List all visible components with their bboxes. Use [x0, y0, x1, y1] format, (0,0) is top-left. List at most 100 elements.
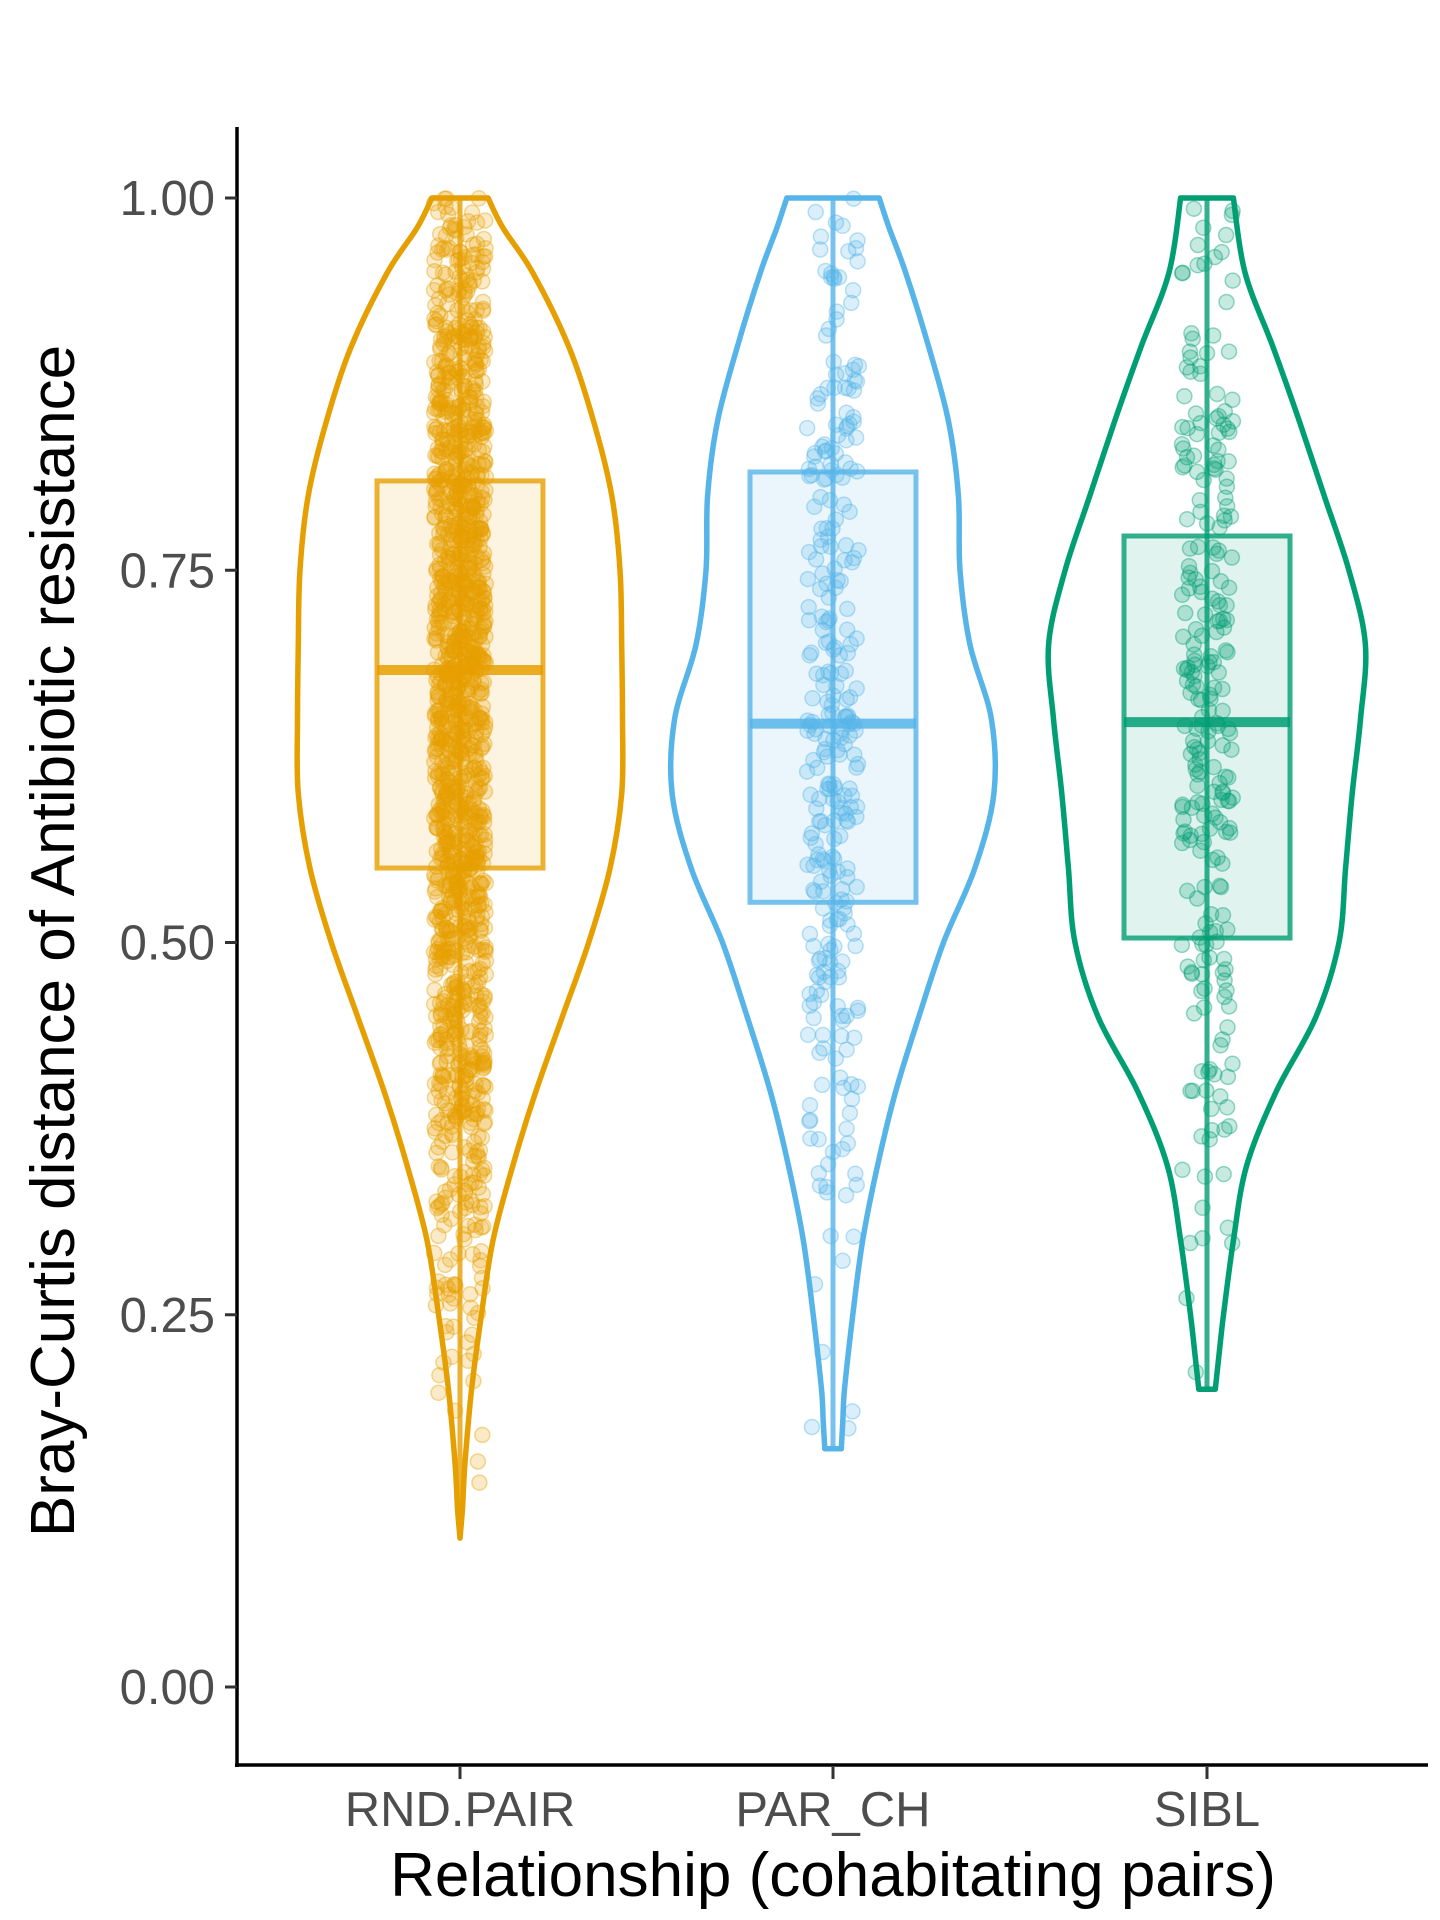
data-point: [468, 319, 485, 336]
y-tick-label: 0.25: [120, 1289, 215, 1343]
data-point: [432, 331, 450, 348]
data-point: [475, 334, 492, 352]
data-point: [468, 843, 485, 860]
data-point: [432, 592, 450, 609]
data-point: [431, 601, 448, 619]
data-point: [440, 592, 458, 609]
data-point: [440, 598, 458, 616]
data-point: [462, 327, 480, 345]
data-point: [436, 1095, 454, 1112]
data-point: [428, 702, 446, 720]
data-point: [474, 302, 492, 320]
data-point: [431, 605, 448, 623]
data-point: [1181, 1234, 1199, 1252]
data-point: [431, 560, 449, 577]
data-point: [477, 939, 494, 956]
data-point: [462, 1047, 479, 1064]
data-point: [470, 455, 488, 473]
data-point: [441, 439, 459, 456]
data-point: [430, 366, 447, 384]
data-point: [434, 568, 452, 585]
data-point: [436, 328, 453, 346]
data-point: [431, 225, 449, 243]
data-point: [469, 1453, 487, 1470]
data-point: [1201, 1131, 1218, 1148]
data-point: [431, 556, 448, 574]
data-point: [434, 910, 452, 927]
data-point: [439, 695, 456, 713]
data-point: [463, 737, 481, 754]
data-point: [475, 230, 493, 248]
data-point: [431, 1074, 448, 1092]
data-point: [435, 792, 452, 810]
data-point: [428, 560, 445, 578]
data-point: [850, 357, 868, 375]
data-point: [441, 373, 458, 391]
data-point: [475, 614, 493, 632]
data-point: [469, 907, 486, 924]
data-point: [475, 248, 492, 265]
data-point: [470, 813, 488, 831]
data-point: [475, 506, 492, 523]
data-point: [438, 750, 456, 767]
data-point: [1212, 1088, 1229, 1105]
data-point: [427, 498, 445, 515]
data-point: [429, 367, 447, 384]
data-point: [468, 362, 486, 380]
data-point: [468, 520, 485, 537]
data-point: [474, 260, 492, 277]
data-point: [467, 729, 485, 746]
data-point: [440, 1066, 457, 1084]
data-point: [477, 943, 494, 961]
data-point: [437, 198, 454, 215]
data-point: [469, 814, 486, 831]
data-point: [467, 376, 485, 393]
data-point: [1215, 1165, 1232, 1183]
data-point: [467, 644, 484, 661]
data-point: [438, 241, 456, 258]
data-point: [808, 966, 826, 984]
data-point: [430, 1384, 447, 1402]
data-point: [464, 1196, 481, 1214]
data-point: [426, 911, 443, 928]
data-point: [439, 810, 456, 828]
data-point: [428, 1193, 445, 1210]
data-point: [462, 699, 479, 716]
data-point: [426, 509, 443, 527]
data-point: [476, 248, 494, 265]
data-point: [462, 585, 480, 602]
data-point: [433, 431, 451, 448]
data-point: [428, 363, 446, 381]
data-point: [1185, 1005, 1203, 1022]
data-point: [466, 351, 483, 369]
data-point: [427, 296, 444, 314]
data-point: [434, 801, 451, 818]
data-point: [433, 1001, 451, 1018]
data-point: [433, 765, 450, 782]
data-point: [465, 1110, 482, 1128]
data-point: [435, 1016, 452, 1034]
data-point: [812, 228, 830, 245]
data-point: [472, 623, 489, 641]
data-point: [472, 915, 490, 933]
data-point: [476, 1020, 493, 1037]
data-point: [429, 888, 446, 906]
data-point: [426, 707, 444, 725]
data-point: [461, 483, 479, 501]
data-point: [474, 253, 491, 271]
data-point: [438, 786, 455, 804]
data-point: [425, 281, 443, 299]
data-point: [813, 1076, 831, 1094]
data-point: [466, 639, 483, 657]
data-point: [471, 760, 488, 777]
data-point: [466, 372, 484, 390]
data-point: [474, 397, 492, 415]
data-point: [427, 630, 445, 647]
data-point: [443, 940, 461, 957]
data-point: [473, 1161, 491, 1179]
data-point: [438, 295, 456, 313]
data-point: [476, 713, 494, 731]
data-point: [438, 431, 456, 449]
data-point: [427, 421, 445, 438]
data-point: [439, 593, 457, 610]
